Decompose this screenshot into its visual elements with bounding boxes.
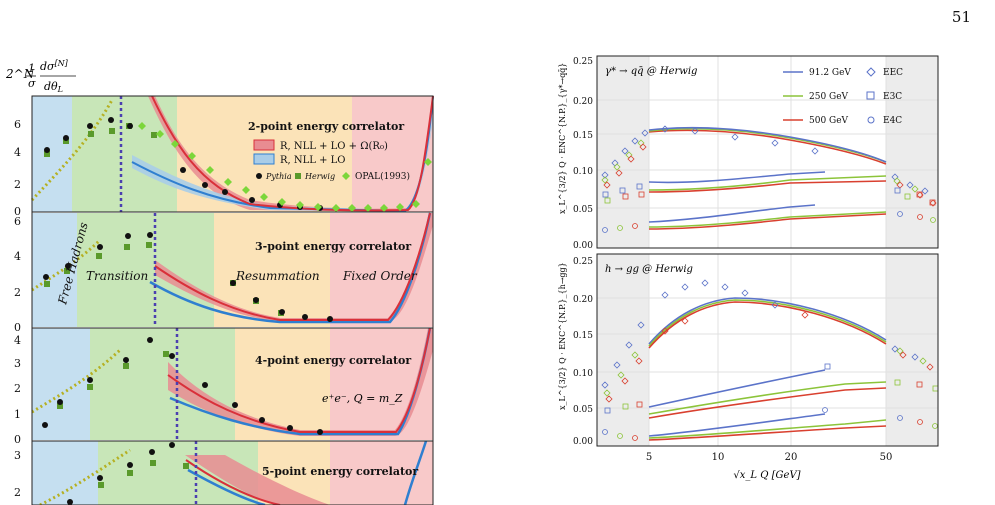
svg-text:0.10: 0.10 [573,369,593,379]
region-backgrounds [32,96,433,505]
svg-text:0.10: 0.10 [573,167,593,177]
svg-text:2-point energy correlator: 2-point energy correlator [248,120,404,133]
panel-labels: 2-point energy correlator 3-point energy… [248,120,418,478]
svg-text:2: 2 [14,486,21,499]
right-legend: 91.2 GeV 250 GeV 500 GeV EEC E3C E4C [783,67,903,126]
bottom-panel-curves [648,297,887,441]
grey-regions [597,56,938,446]
right-y-ticks-bottom: 0.00 0.05 0.10 0.15 0.20 0.25 [573,257,593,447]
kinematics-label: e⁺e⁻, Q = m_Z [322,392,403,405]
opal-markers [138,122,432,212]
svg-text:0: 0 [14,205,21,218]
svg-text:6: 6 [14,118,21,131]
svg-text:10: 10 [712,452,725,463]
left-figure: 2^N 1 σ dσ[N] dθL [5,59,434,505]
right-figure: 0.00 0.05 0.10 0.15 0.20 0.25 0.00 0.05 … [558,55,939,481]
svg-text:E4C: E4C [883,116,902,126]
svg-text:3: 3 [14,357,21,370]
left-legend: R, NLL + LO + Ω(R₀) R, NLL + LO Pythia H… [253,139,410,182]
svg-text:3-point energy correlator: 3-point energy correlator [255,240,411,253]
svg-text:4-point energy correlator: 4-point energy correlator [255,354,411,367]
svg-text:0.15: 0.15 [573,131,593,141]
right-x-label: √x_L Q [GeV] [733,470,800,481]
svg-text:2: 2 [14,382,21,395]
svg-text:Fixed Order: Fixed Order [342,269,418,283]
svg-text:0.20: 0.20 [573,295,593,305]
pythia-markers [42,117,333,505]
svg-text:0.25: 0.25 [573,57,593,67]
panel-frames [31,95,434,505]
svg-text:0.00: 0.00 [573,437,593,447]
svg-text:Pythia: Pythia [265,172,292,181]
right-top-title: γ* → qq̄ @ Herwig [605,66,697,77]
right-x-ticks: 5 10 20 50 [646,452,893,463]
svg-text:4: 4 [14,250,21,263]
svg-text:2: 2 [14,178,21,191]
svg-text:0.05: 0.05 [573,205,593,215]
svg-text:4: 4 [14,334,21,347]
svg-text:500 GeV: 500 GeV [809,116,849,126]
svg-text:0.00: 0.00 [573,241,593,251]
svg-text:4: 4 [14,146,21,159]
svg-text:0.15: 0.15 [573,331,593,341]
svg-text:dσ[N]: dσ[N] [40,59,69,73]
svg-text:R, NLL + LO: R, NLL + LO [280,155,346,166]
right-bottom-title: h → gg @ Herwig [605,264,693,275]
svg-text:OPAL(1993): OPAL(1993) [355,171,410,182]
left-y-label: 2^N 1 σ dσ[N] dθL [5,59,76,94]
svg-text:Herwig: Herwig [304,172,335,181]
top-panel-markers [601,125,937,233]
svg-text:σ: σ [28,77,36,90]
svg-text:Transition: Transition [86,269,148,283]
svg-text:0.25: 0.25 [573,257,593,267]
right-y-label-bottom: x_L^{3/2} Q · ENC^{N.P.}_{h→gg} [558,262,567,410]
transition-markers [119,96,198,505]
svg-text:3: 3 [14,449,21,462]
svg-text:91.2 GeV: 91.2 GeV [809,68,851,78]
svg-text:20: 20 [785,452,798,463]
svg-text:2^N: 2^N [5,67,35,81]
svg-text:5: 5 [646,452,652,463]
svg-text:0.05: 0.05 [573,405,593,415]
svg-text:6: 6 [14,215,21,228]
svg-text:Resummation: Resummation [235,269,320,283]
svg-text:2: 2 [14,286,21,299]
right-y-label-top: x_L^{3/2} Q · ENC^{N.P.}_{γ*→qq̄} [558,63,567,214]
svg-text:0: 0 [14,433,21,446]
svg-text:250 GeV: 250 GeV [809,92,849,102]
svg-text:0: 0 [14,321,21,334]
svg-text:dθL: dθL [44,80,63,94]
svg-text:EEC: EEC [883,68,903,78]
right-panel-frames [596,55,939,447]
right-y-ticks-top: 0.00 0.05 0.10 0.15 0.20 0.25 [573,57,593,251]
svg-text:R, NLL + LO + Ω(R₀): R, NLL + LO + Ω(R₀) [280,141,388,152]
svg-text:E3C: E3C [883,92,902,102]
grid-lines [597,56,938,446]
svg-text:1: 1 [28,62,35,75]
left-y-ticks: 0 2 4 6 0 2 4 6 0 1 2 3 4 2 3 [14,118,21,499]
svg-text:50: 50 [880,452,893,463]
page-number: 51 [951,8,971,26]
svg-text:5-point energy correlator: 5-point energy correlator [262,465,418,478]
olive-curves [30,99,131,505]
svg-text:0.20: 0.20 [573,97,593,107]
top-panel-curves [648,127,887,230]
svg-text:1: 1 [14,408,21,421]
